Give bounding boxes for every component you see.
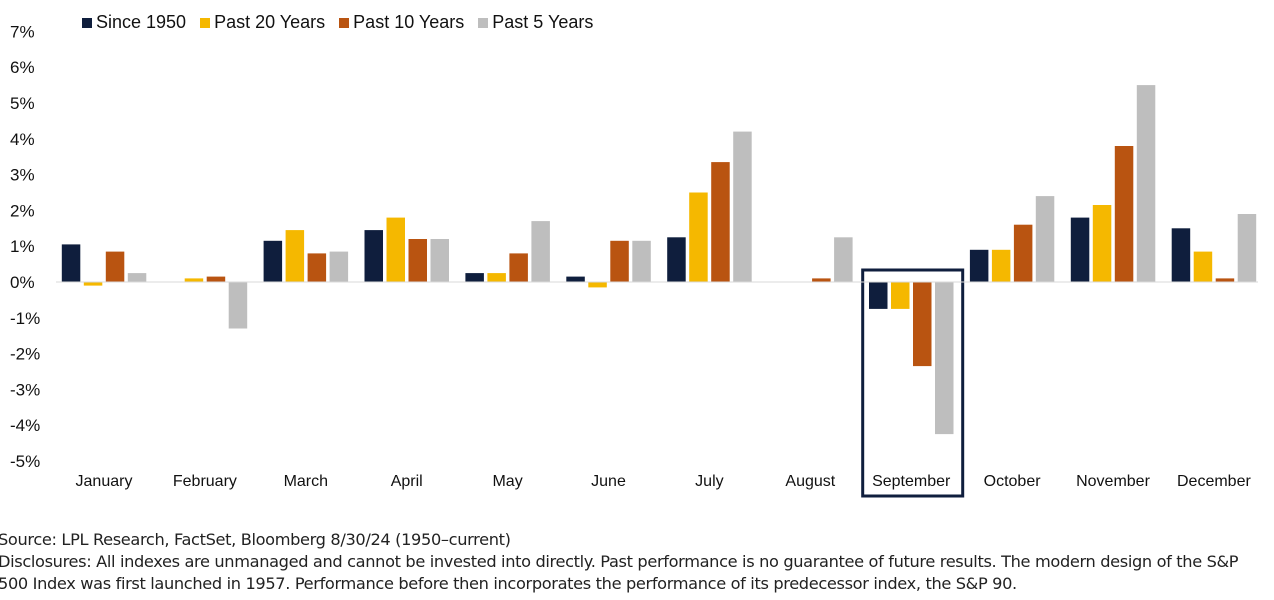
bar-march-past-10-years — [307, 253, 327, 282]
bar-august-past-10-years — [812, 278, 831, 282]
y-tick-label: 7% — [10, 22, 35, 41]
bar-february-past-20-years — [184, 278, 204, 282]
bar-april-past-10-years — [408, 239, 427, 282]
x-tick-label-october: October — [984, 473, 1042, 490]
bar-december-since-1950 — [1171, 228, 1191, 282]
y-tick-label: 0% — [10, 273, 35, 292]
legend-item-past-10-years: Past 10 Years — [339, 12, 464, 33]
bar-january-past-10-years — [105, 251, 125, 282]
highlight-box-september — [861, 268, 965, 498]
bar-november-past-20-years — [1092, 205, 1112, 282]
y-tick-label: 5% — [10, 94, 35, 113]
bars-layer — [61, 85, 1257, 435]
legend-label-since-1950: Since 1950 — [96, 12, 187, 32]
x-tick-label-april: April — [391, 473, 423, 490]
bar-june-since-1950 — [566, 276, 585, 282]
bar-june-past-5-years — [632, 240, 651, 282]
bar-may-past-10-years — [509, 253, 528, 282]
bar-february-past-10-years — [206, 276, 226, 282]
legend-item-past-20-years: Past 20 Years — [200, 12, 325, 33]
bar-december-past-20-years — [1193, 251, 1213, 282]
y-axis-ticks: -5% -4% -3% -2% -1% 0% 1% 2% 3% 4% 5% 6% 7% — [10, 22, 40, 471]
y-tick-label: 2% — [10, 201, 35, 220]
disclosure-line-1: Disclosures: All indexes are unmanaged a… — [0, 552, 1239, 571]
y-tick-label: 1% — [10, 237, 35, 256]
bar-september-since-1950 — [869, 282, 888, 309]
legend-swatch-past-20-years — [200, 17, 211, 28]
chart-footnotes: Source: LPL Research, FactSet, Bloomberg… — [0, 529, 1274, 595]
bar-october-since-1950 — [969, 249, 989, 282]
bar-june-past-10-years — [610, 240, 629, 282]
x-tick-label-june: June — [591, 473, 626, 490]
bar-september-past-20-years — [891, 282, 910, 309]
y-tick-label: -1% — [10, 309, 40, 328]
x-tick-label-march: March — [284, 473, 328, 490]
bar-september-past-10-years — [913, 282, 932, 367]
legend-swatch-past-5-years — [478, 17, 489, 28]
bar-july-past-10-years — [711, 162, 730, 282]
chart-legend: Since 1950 Past 20 Years Past 10 Years P… — [82, 12, 593, 33]
x-tick-label-january: January — [76, 473, 133, 490]
bar-october-past-10-years — [1013, 224, 1033, 282]
bar-may-since-1950 — [465, 273, 484, 282]
x-tick-label-november: November — [1076, 473, 1150, 490]
y-tick-label: 4% — [10, 130, 35, 149]
bar-december-past-5-years — [1237, 214, 1257, 282]
bar-april-since-1950 — [364, 230, 383, 282]
bar-may-past-20-years — [487, 273, 506, 282]
legend-label-past-5-years: Past 5 Years — [492, 12, 594, 32]
source-note: Source: LPL Research, FactSet, Bloomberg… — [0, 530, 511, 549]
y-tick-label: 6% — [10, 58, 35, 77]
legend-swatch-since-1950 — [82, 17, 92, 28]
bar-november-since-1950 — [1070, 217, 1090, 282]
x-tick-label-september: September — [872, 473, 951, 490]
bar-april-past-5-years — [430, 239, 449, 282]
highlight-layer — [861, 268, 965, 498]
legend-label-past-10-years: Past 10 Years — [353, 12, 465, 32]
x-axis-category-labels: January February March April May June July Augu… — [76, 473, 1252, 490]
bar-january-past-20-years — [83, 282, 103, 286]
bar-february-past-5-years — [228, 282, 248, 329]
bar-august-past-5-years — [834, 237, 853, 283]
bar-november-past-5-years — [1136, 85, 1156, 282]
y-tick-label: -2% — [10, 345, 40, 364]
legend-label-past-20-years: Past 20 Years — [214, 12, 326, 32]
y-tick-label: 3% — [10, 166, 35, 185]
bar-july-past-20-years — [689, 192, 708, 282]
bar-january-past-5-years — [127, 273, 147, 282]
x-tick-label-february: February — [173, 473, 237, 490]
legend-item-since-1950: Since 1950 — [82, 12, 186, 33]
bar-march-past-5-years — [329, 251, 349, 282]
bar-october-past-20-years — [991, 249, 1011, 282]
bar-july-since-1950 — [667, 237, 686, 283]
y-tick-label: -5% — [10, 452, 40, 471]
bar-october-past-5-years — [1035, 196, 1055, 282]
bar-november-past-10-years — [1114, 146, 1134, 282]
bar-may-past-5-years — [531, 221, 550, 282]
x-tick-label-july: July — [695, 473, 723, 490]
bar-june-past-20-years — [588, 282, 607, 288]
legend-item-past-5-years: Past 5 Years — [478, 12, 593, 33]
x-tick-label-december: December — [1177, 473, 1251, 490]
legend-swatch-past-10-years — [339, 17, 350, 28]
bar-september-past-5-years — [935, 282, 954, 435]
bar-january-since-1950 — [61, 244, 81, 282]
x-tick-label-may: May — [492, 473, 522, 490]
x-tick-label-august: August — [785, 473, 835, 490]
y-tick-label: -3% — [10, 380, 40, 399]
bar-march-past-20-years — [285, 230, 305, 282]
bar-december-past-10-years — [1215, 278, 1235, 282]
bar-april-past-20-years — [386, 217, 405, 282]
bar-july-past-5-years — [733, 131, 752, 282]
y-tick-label: -4% — [10, 416, 40, 435]
bar-march-since-1950 — [263, 240, 283, 282]
disclosure-line-2: 500 Index was first launched in 1957. Pe… — [0, 574, 1017, 593]
